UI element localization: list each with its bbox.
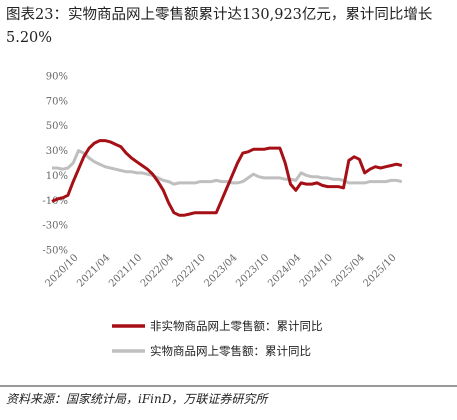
y-tick-label: 70% <box>46 96 68 107</box>
line-series <box>51 139 403 217</box>
x-tick-label: 2022/10 <box>171 252 208 289</box>
legend-label: 实物商品网上零售额：累计同比 <box>150 344 311 358</box>
y-tick-label: 90% <box>46 72 68 83</box>
x-tick-label: 2021/10 <box>107 252 144 289</box>
y-tick-label: 50% <box>46 121 68 132</box>
x-tick-label: 2023/04 <box>202 252 239 289</box>
y-tick-label: -30% <box>42 221 68 232</box>
y-tick-label: 10% <box>46 171 68 182</box>
x-tick-label: 2021/04 <box>75 252 112 289</box>
line-series <box>52 149 403 186</box>
source: 资料来源：国家统计局，iFinD，万联证券研究所 <box>6 392 269 406</box>
x-tick-label: 2020/10 <box>43 252 80 289</box>
x-tick-label: 2025/04 <box>330 252 367 289</box>
x-tick-label: 2023/10 <box>234 252 271 289</box>
chart-title: 图表23：实物商品网上零售额累计达130,923亿元，累计同比增长5.20% <box>6 7 433 46</box>
x-tick-label: 2024/04 <box>266 252 303 289</box>
legend-label: 非实物商品网上零售额：累计同比 <box>150 319 323 333</box>
x-tick-label: 2022/04 <box>139 252 176 289</box>
x-tick-label: 2024/10 <box>298 252 335 289</box>
x-tick-label: 2025/10 <box>361 252 398 289</box>
y-tick-label: -50% <box>42 246 68 257</box>
y-tick-label: 30% <box>46 146 68 157</box>
